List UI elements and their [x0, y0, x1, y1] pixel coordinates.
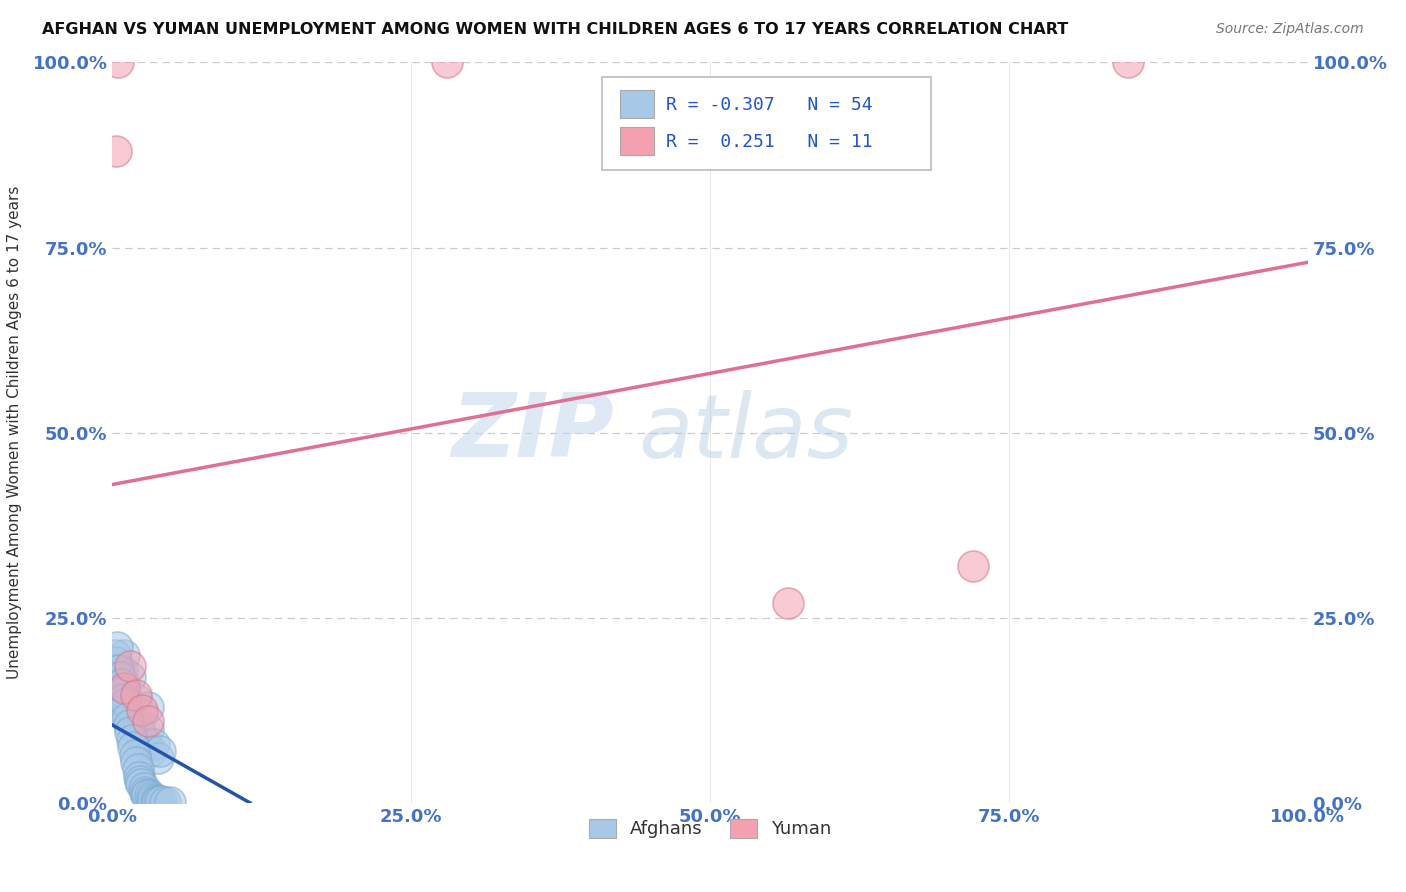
- Point: [114, 696, 136, 710]
- Point: [108, 670, 131, 684]
- Point: [125, 692, 148, 706]
- Point: [145, 794, 167, 808]
- Bar: [620, 90, 654, 118]
- Point: [146, 751, 169, 765]
- Point: [131, 729, 153, 743]
- Point: [124, 747, 146, 762]
- Point: [115, 711, 138, 725]
- Point: [145, 793, 167, 807]
- Bar: [620, 127, 654, 155]
- Point: [131, 706, 153, 721]
- Point: [128, 770, 150, 784]
- Point: [148, 794, 170, 808]
- Point: [125, 755, 148, 769]
- Point: [121, 740, 143, 755]
- Point: [134, 785, 156, 799]
- Point: [122, 714, 145, 729]
- Point: [105, 655, 128, 669]
- Point: [120, 658, 142, 673]
- Point: [114, 703, 135, 717]
- Point: [776, 596, 799, 610]
- Point: [112, 692, 135, 706]
- Point: [110, 677, 132, 691]
- Point: [139, 744, 162, 758]
- Y-axis label: Unemployment Among Women with Children Ages 6 to 17 years: Unemployment Among Women with Children A…: [7, 186, 21, 680]
- Point: [135, 737, 157, 751]
- Point: [436, 55, 458, 70]
- Point: [114, 681, 135, 695]
- Point: [142, 792, 165, 806]
- Point: [135, 789, 157, 803]
- Point: [104, 648, 127, 662]
- Legend: Afghans, Yuman: Afghans, Yuman: [581, 812, 839, 846]
- Point: [114, 677, 135, 691]
- Point: [115, 692, 138, 706]
- Point: [129, 773, 152, 788]
- Point: [114, 648, 135, 662]
- Point: [136, 787, 159, 801]
- Point: [125, 689, 148, 703]
- Point: [107, 55, 129, 70]
- Point: [121, 732, 143, 747]
- Point: [107, 685, 129, 699]
- Point: [127, 763, 149, 777]
- Point: [138, 789, 160, 803]
- Point: [107, 663, 129, 677]
- Point: [159, 795, 181, 809]
- Point: [105, 640, 128, 655]
- Point: [141, 789, 163, 804]
- Point: [111, 685, 134, 699]
- Point: [1118, 55, 1140, 70]
- Point: [131, 703, 153, 717]
- Text: AFGHAN VS YUMAN UNEMPLOYMENT AMONG WOMEN WITH CHILDREN AGES 6 TO 17 YEARS CORREL: AFGHAN VS YUMAN UNEMPLOYMENT AMONG WOMEN…: [42, 22, 1069, 37]
- Point: [120, 670, 142, 684]
- Point: [118, 718, 141, 732]
- Text: R = -0.307   N = 54: R = -0.307 N = 54: [666, 95, 873, 113]
- Point: [128, 722, 150, 736]
- Point: [138, 699, 160, 714]
- Text: ZIP: ZIP: [451, 389, 614, 476]
- Point: [138, 714, 160, 729]
- Text: R =  0.251   N = 11: R = 0.251 N = 11: [666, 133, 873, 151]
- Point: [138, 722, 160, 736]
- Point: [962, 558, 984, 573]
- Point: [129, 777, 152, 791]
- Point: [132, 780, 155, 795]
- Point: [143, 737, 166, 751]
- Point: [149, 744, 172, 758]
- Text: Source: ZipAtlas.com: Source: ZipAtlas.com: [1216, 22, 1364, 37]
- Point: [120, 699, 142, 714]
- Point: [120, 725, 142, 739]
- Point: [111, 663, 134, 677]
- Point: [105, 145, 128, 159]
- Text: atlas: atlas: [638, 390, 853, 475]
- Point: [150, 794, 173, 808]
- FancyBboxPatch shape: [603, 78, 931, 169]
- Point: [153, 795, 176, 809]
- Point: [117, 706, 139, 721]
